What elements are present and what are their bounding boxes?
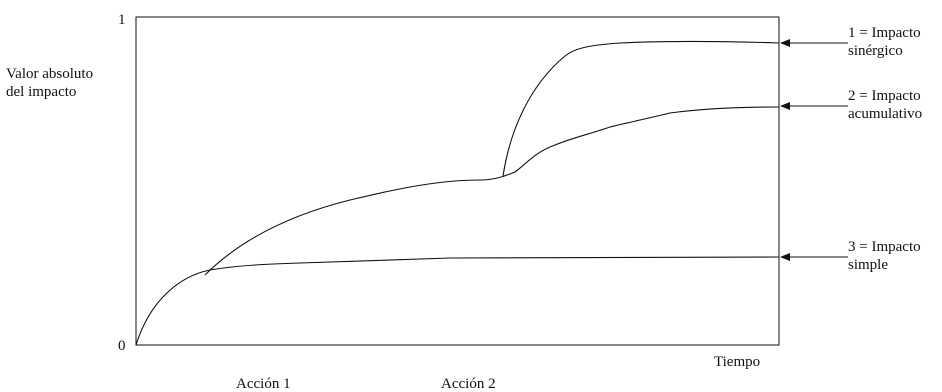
y-tick-bottom: 0 [118,338,126,354]
y-tick-top: 1 [118,12,126,28]
cumulative-label-line2: acumulativo [848,106,922,122]
action1-label: Acción 1 [236,376,291,392]
synergic-label-line2: sinérgico [848,43,903,59]
synergic-label-line1: 1 = Impacto [848,25,921,41]
action2-label: Acción 2 [441,376,496,392]
synergic-impact-curve [502,40,780,177]
simple-impact-curve [135,256,780,346]
simple-label-line2: simple [848,257,888,273]
y-axis-label-line1: Valor absoluto [6,66,93,82]
x-axis-label: Tiempo [714,354,760,370]
plot-frame [135,16,780,346]
y-axis-label-line2: del impacto [6,84,76,100]
simple-label-line1: 3 = Impacto [848,239,921,255]
cumulative-impact-curve [204,106,780,276]
cumulative-label-line1: 2 = Impacto [848,88,921,104]
